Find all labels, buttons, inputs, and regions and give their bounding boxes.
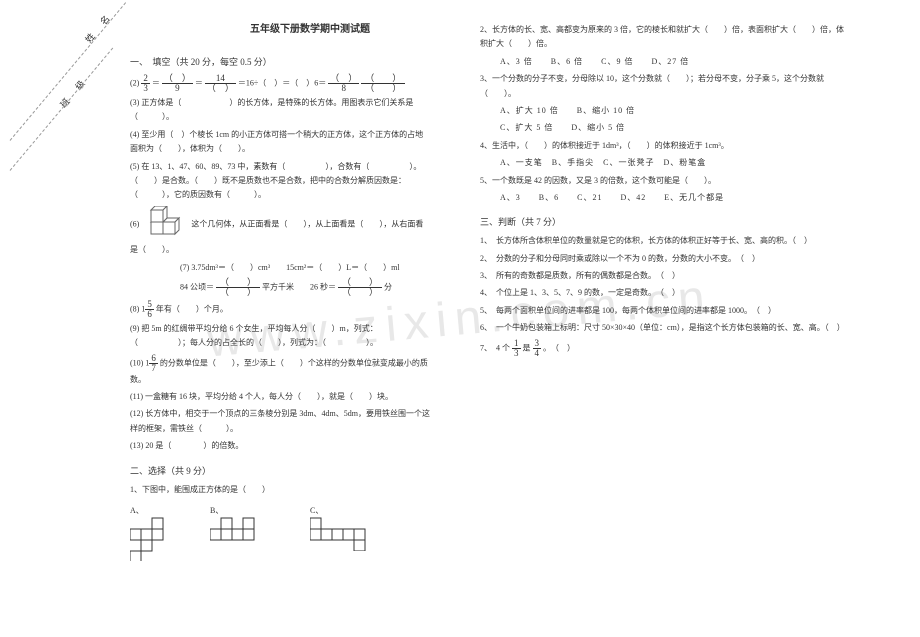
frac-2-3: 23	[141, 74, 150, 93]
q10-lead: (10)	[130, 358, 143, 367]
frac-blank-8: （ ）8	[328, 74, 359, 93]
j4: 4、 个位上是 1、3、5、7、9 的数，一定是奇数。 （ ）	[480, 286, 850, 300]
q10-text: 的分数单位是（ ），至少添上（ ）个这样的分数单位就变成最小的质数。	[130, 358, 428, 384]
j1: 1、 长方体所含体积单位的数量就是它的体积，长方体的体积正好等于长、宽、高的积。…	[480, 234, 850, 248]
r4-opts: A、一支笔 B、手指尖 C、一张凳子 D、粉笔盒	[500, 156, 850, 170]
net-b: B、	[210, 505, 280, 561]
j3: 3、 所有的奇数都是质数，所有的偶数都是合数。 （ ）	[480, 269, 850, 283]
net-a: A、	[130, 505, 180, 561]
cube-figure	[147, 206, 183, 243]
j6: 6、 一个牛奶包装箱上标明：尺寸 50×30×40（单位：cm），是指这个长方体…	[480, 321, 850, 335]
r4: 4、生活中，（ ）的体积接近于 1dm³，（ ）的体积接近于 1cm³。	[480, 139, 850, 153]
q3: (3) 正方体是（ ）的长方体，是特殊的长方体。用图表示它们关系是（ ）。	[130, 96, 430, 125]
frac-blank-blank: （ ）（ ）	[361, 74, 405, 93]
q2-mid: ＝16÷（ ）＝（ ）6＝	[238, 78, 326, 87]
j2: 2、 分数的分子和分母同时乘或除以一个不为 0 的数，分数的大小不变。 （ ）	[480, 252, 850, 266]
section-3-head: 三、判断（共 7 分）	[480, 215, 850, 228]
r2: 2、长方体的长、宽、高都变为原来的 3 倍，它的棱长和就扩大（ ）倍，表面积扩大…	[480, 23, 850, 52]
q8-lead: (8)	[130, 304, 139, 313]
net-c: C、	[310, 505, 380, 561]
frac-1-3: 13	[512, 339, 521, 358]
q7b-mid: 平方千米 26 秒＝	[262, 282, 336, 291]
frac-5-6: 56	[145, 300, 154, 319]
q2-lead: (2)	[130, 78, 139, 87]
label-a: A、	[130, 506, 144, 515]
right-column: 2、长方体的长、宽、高都变为原来的 3 倍，它的棱长和就扩大（ ）倍，表面积扩大…	[450, 20, 850, 561]
q7b: 84 公顷＝ （ ）（ ） 平方千米 26 秒＝ （ ）（ ） 分	[180, 278, 430, 297]
r5: 5、一个数既是 42 的因数，又是 3 的倍数，这个数可能是（ ）。	[480, 174, 850, 188]
label-b: B、	[210, 506, 223, 515]
frac-6-7: 67	[149, 354, 158, 373]
j7-end: 。 （ ）	[543, 343, 575, 352]
q7b-pre: 84 公顷＝	[180, 282, 214, 291]
q9: (9) 把 5m 的红绸带平均分给 6 个女生，平均每人分（ ）m，列式：（ ）…	[130, 322, 430, 351]
q6-lead: (6)	[130, 219, 139, 228]
page-title: 五年级下册数学期中测试题	[190, 20, 430, 35]
q11: (11) 一盒糖有 16 块，平均分给 4 个人，每人分（ ），就是（ ）块。	[130, 390, 430, 404]
q7b-end: 分	[384, 282, 392, 291]
r5-opts: A、3 B、6 C、21 D、42 E、无几个都是	[500, 191, 850, 205]
q13: (13) 20 是（ ）的倍数。	[130, 439, 430, 453]
j7-pre: 7、 4 个	[480, 343, 510, 352]
frac-14-blank: 14（ ）	[205, 74, 236, 93]
left-column: 五年级下册数学期中测试题 一、 填空（共 20 分，每空 0.5 分） (2) …	[30, 20, 450, 561]
net-options: A、 B、	[130, 505, 430, 561]
q2: (2) 23 ＝ （ ）9 ＝ 14（ ） ＝16÷（ ）＝（ ）6＝ （ ）8…	[130, 74, 430, 93]
frac-blank-7c: （ ）（ ）	[338, 278, 382, 297]
j7: 7、 4 个 13 是 34 。 （ ）	[480, 339, 850, 358]
section-1-head: 一、 填空（共 20 分，每空 0.5 分）	[130, 55, 430, 68]
frac-blank-9: （ ）9	[162, 74, 193, 93]
r3-opts-b: C、扩大 5 倍 D、缩小 5 倍	[500, 121, 850, 135]
sq1: 1、下图中，能围成正方体的是（ ）	[130, 483, 430, 497]
eq2: ＝	[195, 78, 205, 87]
q6: (6) 这个几何体，从正面看是（ ），从上面看是（ ），从右面看是（	[130, 206, 430, 258]
j7-mid: 是	[523, 343, 533, 352]
q5: (5) 在 13、1、47、60、89、73 中，素数有（ ），合数有（ ）。（…	[130, 160, 430, 203]
j5: 5、 每两个面积单位间的进率都是 100，每两个体积单位间的进率都是 1000。…	[480, 304, 850, 318]
r2-opts: A、3 倍 B、6 倍 C、9 倍 D、27 倍	[500, 55, 850, 69]
q7a: (7) 3.75dm³＝（ ）cm³ 15cm²＝（ ）L＝（ ）ml	[180, 261, 430, 275]
q8-text: 年有（ ）个月。	[156, 304, 228, 313]
q8: (8) 156 年有（ ）个月。	[130, 300, 430, 319]
eq1: ＝	[152, 78, 162, 87]
q10: (10) 167 的分数单位是（ ），至少添上（ ）个这样的分数单位就变成最小的…	[130, 354, 430, 387]
r3-opts-a: A、扩大 10 倍 B、缩小 10 倍	[500, 104, 850, 118]
frac-3-4: 34	[533, 339, 542, 358]
page-content: 五年级下册数学期中测试题 一、 填空（共 20 分，每空 0.5 分） (2) …	[0, 0, 920, 581]
r3: 3、一个分数的分子不变，分母除以 10，这个分数就（ ）；若分母不变，分子乘 5…	[480, 72, 850, 101]
section-2-head: 二、选择（共 9 分）	[130, 464, 430, 477]
q12: (12) 长方体中，相交于一个顶点的三条棱分别是 3dm、4dm、5dm，要用铁…	[130, 407, 430, 436]
q4: (4) 至少用（ ）个棱长 1cm 的小正方体可搭一个稍大的正方体，这个正方体的…	[130, 128, 430, 157]
label-c: C、	[310, 506, 323, 515]
frac-blank-7b: （ ）（ ）	[216, 278, 260, 297]
